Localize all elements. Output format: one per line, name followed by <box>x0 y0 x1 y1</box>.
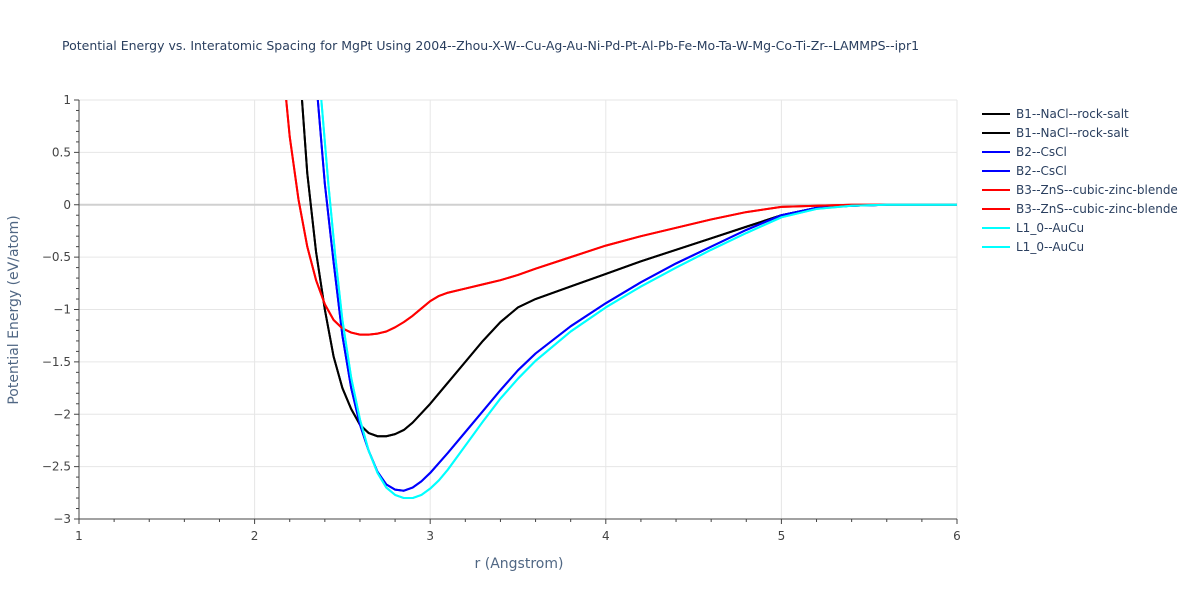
x-tick-label: 4 <box>602 529 610 543</box>
legend-label: B2--CsCl <box>1016 164 1067 178</box>
series-line-7 <box>320 100 957 500</box>
y-tick-label: 0.5 <box>52 145 71 159</box>
y-axis-title: Potential Energy (eV/atom) <box>6 215 22 404</box>
x-axis-title: r (Angstrom) <box>475 556 564 572</box>
x-tick-label: 6 <box>953 529 961 543</box>
legend-label: B3--ZnS--cubic-zinc-blende <box>1016 202 1178 216</box>
y-tick-label: −2 <box>53 407 71 421</box>
y-tick-label: −1 <box>53 303 71 317</box>
legend-label: B3--ZnS--cubic-zinc-blende <box>1016 183 1178 197</box>
y-tick-label: 0 <box>63 198 71 212</box>
x-axis-ticks: 1 2 3 4 5 6 <box>75 529 961 543</box>
y-axis-ticks: 1 0.5 0 −0.5 −1 −1.5 −2 −2.5 −3 <box>42 93 71 526</box>
legend-label: B1--NaCl--rock-salt <box>1016 126 1129 140</box>
series-line-1 <box>301 100 957 438</box>
y-tick-label: 1 <box>63 93 71 107</box>
legend-label: L1_0--AuCu <box>1016 240 1084 254</box>
series-line-5 <box>285 100 957 336</box>
legend-label: L1_0--AuCu <box>1016 221 1084 235</box>
legend-label: B1--NaCl--rock-salt <box>1016 107 1129 121</box>
legend-label: B2--CsCl <box>1016 145 1067 159</box>
series-line-3 <box>316 100 957 492</box>
x-tick-label: 5 <box>778 529 786 543</box>
chart-title: Potential Energy vs. Interatomic Spacing… <box>62 38 919 53</box>
y-tick-label: −2.5 <box>42 460 71 474</box>
plot-area <box>285 100 957 500</box>
y-tick-label: −3 <box>53 512 71 526</box>
legend: B1--NaCl--rock-salt B1--NaCl--rock-salt B2… <box>982 107 1178 254</box>
axes <box>74 99 958 524</box>
grid-lines <box>78 99 958 520</box>
x-tick-label: 3 <box>426 529 434 543</box>
y-tick-label: −0.5 <box>42 250 71 264</box>
x-tick-label: 2 <box>251 529 259 543</box>
y-tick-label: −1.5 <box>42 355 71 369</box>
x-tick-label: 1 <box>75 529 83 543</box>
